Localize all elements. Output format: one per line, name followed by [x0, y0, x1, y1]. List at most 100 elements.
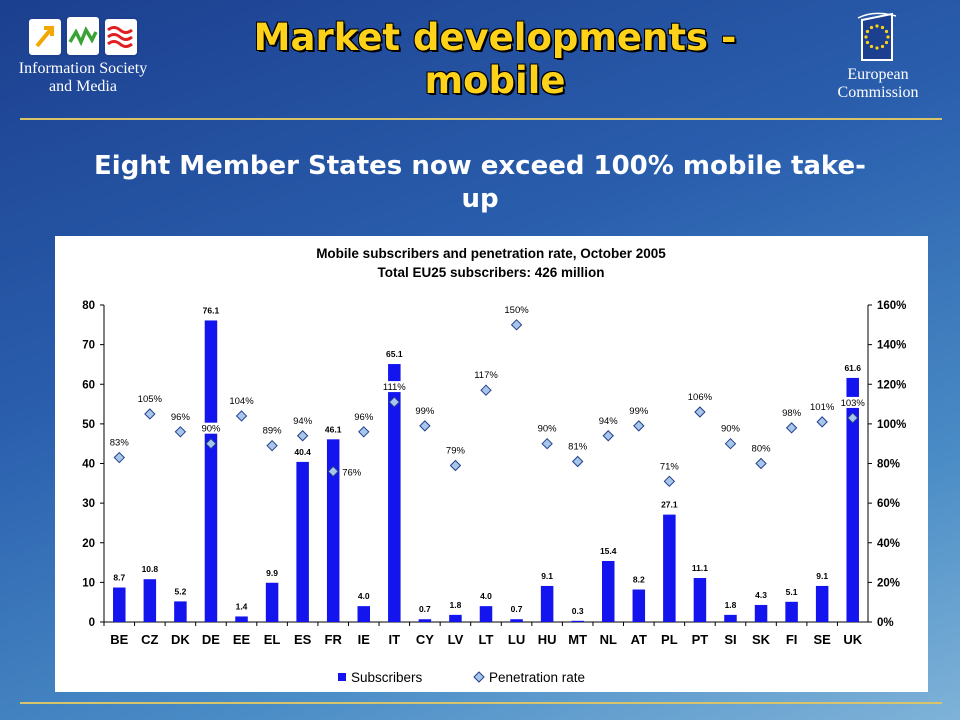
eu-star [884, 29, 889, 34]
subscribers-bar [724, 614, 737, 622]
penetration-marker [724, 437, 737, 450]
penetration-value-label-bg [228, 394, 255, 406]
penetration-value-label: 81% [568, 442, 588, 453]
chart-legend: Subscribers Penetration rate [338, 670, 585, 685]
eu-star [880, 25, 885, 30]
right-axis-tick-label: 120% [877, 379, 906, 391]
subscribers-value-label-bg [444, 599, 467, 610]
penetration-value-label: 90% [538, 424, 558, 435]
subscribers-bar [785, 601, 798, 622]
subscribers-value-label: 46.1 [325, 424, 342, 434]
european-commission-text: European Commission [837, 66, 919, 101]
subscribers-value-label-bg [536, 570, 559, 581]
subscribers-value-label-bg [811, 570, 834, 581]
subscribers-value-label-bg [780, 586, 803, 597]
information-society-logo-text: Information Society and Media [18, 60, 148, 95]
penetration-value-label-bg [659, 460, 680, 472]
penetration-value-label: 111% [383, 382, 406, 393]
category-label: ES [294, 632, 312, 647]
subscribers-value-label-bg [230, 601, 253, 612]
subscribers-value-label: 9.1 [816, 571, 828, 581]
penetration-value-label-bg [170, 410, 191, 422]
penetration-value-label: 90% [201, 424, 221, 435]
subscribers-value-label: 0.7 [419, 604, 431, 614]
subscribers-value-label: 5.1 [786, 587, 798, 597]
subscribers-value-label-bg [138, 564, 161, 575]
subscribers-value-label-bg [383, 349, 406, 360]
penetration-value-label-bg [380, 381, 408, 393]
subscribers-bar [632, 589, 646, 622]
penetration-marker [755, 457, 767, 470]
subscribers-bar [296, 461, 309, 622]
eu-star [875, 46, 879, 50]
penetration-value-label-bg [536, 422, 558, 434]
penetration-value-label: 150% [504, 305, 529, 316]
subscribers-value-label: 1.4 [236, 601, 248, 611]
category-label: AT [631, 632, 647, 647]
subscribers-value-label-bg [199, 305, 222, 316]
subscribers-value-label: 1.8 [450, 600, 462, 610]
subscribers-value-label: 9.1 [541, 571, 553, 581]
penetration-marker [144, 408, 156, 420]
category-label: SE [813, 632, 831, 647]
subscribers-bar [235, 616, 248, 622]
category-label: CY [416, 632, 434, 647]
category-label: EE [233, 632, 251, 647]
category-label: CZ [141, 632, 158, 647]
subscribers-value-label: 76.1 [203, 305, 220, 315]
european-commission-logo: European Commission [808, 10, 948, 101]
subscribers-bar [479, 606, 493, 622]
subscribers-value-label: 40.4 [294, 447, 311, 457]
subscribers-bar [113, 587, 126, 622]
eu-star [884, 40, 889, 45]
subscribers-value-label-bg [566, 605, 589, 616]
penetration-value-label-bg [686, 390, 714, 402]
right-axis-tick-label: 140% [877, 340, 906, 352]
subscribers-bar [265, 582, 279, 622]
subscribers-value-label-bg [169, 586, 192, 597]
penetration-value-label-bg [567, 440, 588, 452]
subscribers-value-label-bg [322, 424, 345, 435]
subscribers-bar [174, 601, 187, 622]
left-axis-tick-label: 80 [82, 300, 95, 312]
subscribers-bar [693, 578, 707, 622]
penetration-value-label: 90% [721, 424, 741, 435]
penetration-marker [541, 437, 553, 450]
penetration-value-label-bg [353, 410, 375, 422]
slide-subtitle: Eight Member States now exceed 100% mobi… [94, 151, 866, 214]
subscribers-value-label: 10.8 [142, 564, 159, 574]
right-axis-tick-label: 20% [877, 577, 900, 589]
slide-title: Market developments - mobile [253, 16, 737, 102]
legend-penetration-marker [473, 671, 485, 683]
subscribers-value-label-bg [505, 604, 528, 615]
penetration-marker [266, 439, 278, 452]
subscribers-value-label-bg [719, 599, 742, 610]
bottom-divider [20, 702, 942, 704]
penetration-value-label: 99% [629, 406, 649, 417]
subscribers-value-label: 4.3 [755, 590, 767, 600]
subscribers-value-label: 15.4 [600, 546, 617, 556]
subscribers-bar [510, 619, 523, 622]
penetration-value-label: 76% [342, 467, 362, 478]
category-label: SK [752, 632, 771, 647]
penetration-marker [449, 459, 462, 472]
penetration-marker [205, 437, 217, 450]
subscribers-value-label: 9.9 [266, 568, 278, 578]
penetration-value-label-bg [341, 466, 362, 478]
category-label: LV [448, 632, 464, 647]
subscribers-bar [357, 606, 371, 622]
subscribers-value-label: 5.2 [174, 586, 186, 596]
penetration-marker [663, 475, 676, 488]
penetration-marker [571, 455, 584, 468]
right-axis-tick-label: 0% [877, 617, 894, 629]
penetration-marker [235, 410, 248, 422]
penetration-value-label-bg [839, 396, 867, 408]
eu-star [865, 29, 870, 34]
eu-star [875, 24, 879, 28]
right-axis-tick-label: 60% [877, 498, 900, 510]
penetration-value-label: 104% [229, 396, 254, 407]
subscribers-value-label-bg [475, 591, 497, 602]
information-society-logo-icon [28, 15, 139, 57]
category-label: DK [171, 632, 190, 647]
subscribers-value-label: 4.0 [358, 591, 370, 601]
